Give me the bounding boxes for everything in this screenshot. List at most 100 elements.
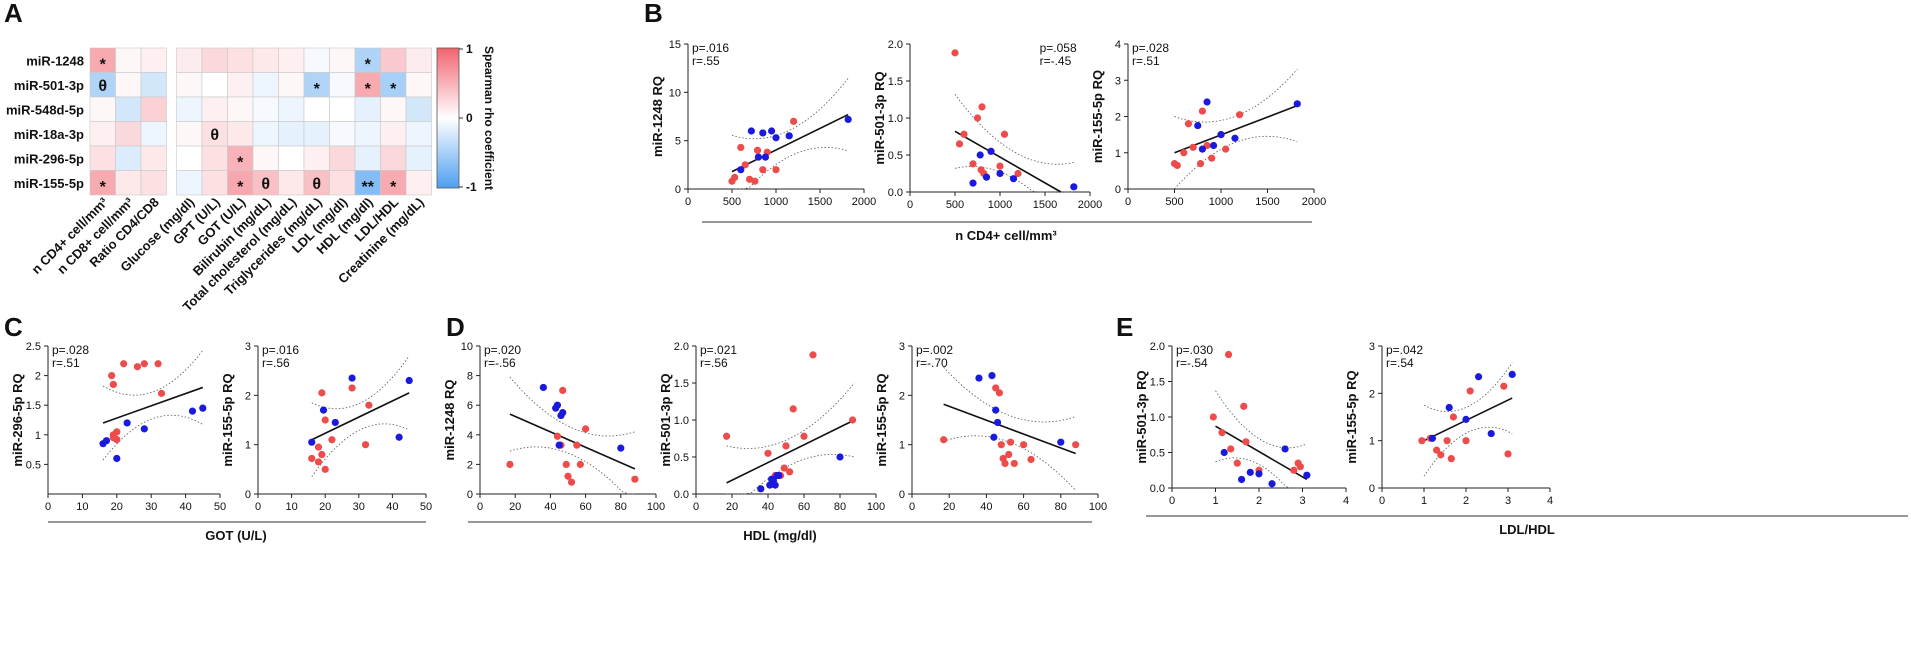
y-tick-label: 3 — [1369, 341, 1375, 353]
y-tick-label: 2 — [245, 390, 251, 402]
data-point-blue — [1203, 98, 1211, 106]
y-tick-label: 2.0 — [888, 39, 903, 51]
x-tick-label: 100 — [867, 501, 885, 513]
x-tick-label: 1000 — [988, 199, 1012, 211]
data-point-blue — [759, 129, 767, 137]
scatter-d2: 0 20 40 60 80 100 0.0 0.5 1.0 1.5 2.0 miR-501-3p RQ… — [658, 341, 885, 513]
heatmap-cell — [227, 121, 254, 147]
x-tick-label: 1 — [1212, 495, 1218, 507]
significance-mark: ** — [362, 179, 375, 196]
data-point-blue — [553, 401, 562, 409]
y-axis-label: miR-155-5p RQ — [874, 373, 889, 466]
data-point-red — [113, 428, 121, 436]
regression-line — [731, 113, 849, 173]
heatmap-cell — [115, 72, 142, 98]
heatmap-cell — [278, 72, 305, 98]
heatmap-cell — [329, 72, 356, 98]
data-point-blue — [1428, 434, 1436, 442]
y-tick-label: 0.0 — [1150, 483, 1165, 495]
data-point-red — [1006, 438, 1015, 446]
data-point-red — [741, 161, 749, 169]
data-point-blue — [1070, 183, 1078, 191]
y-tick-label: 3 — [899, 341, 905, 353]
data-point-red — [506, 460, 514, 468]
x-tick-label: 100 — [647, 501, 665, 513]
y-tick-label: 2.5 — [26, 341, 41, 353]
data-point-blue — [772, 134, 780, 142]
data-point-blue — [559, 409, 567, 417]
x-tick-label: 20 — [943, 501, 955, 513]
y-axis-label: miR-501-3p RQ — [872, 71, 887, 164]
data-point-red — [1180, 149, 1188, 157]
data-point-blue — [1198, 145, 1206, 153]
heatmap-cell — [303, 47, 330, 73]
data-point-red — [1224, 350, 1233, 359]
heatmap-cell — [176, 121, 203, 147]
data-point-blue — [996, 169, 1004, 178]
significance-mark: * — [237, 154, 244, 171]
y-tick-label: 4 — [1115, 39, 1121, 51]
confidence-band-upper — [509, 376, 636, 437]
r-value: r=-.70 — [916, 356, 948, 370]
x-tick-label: 10 — [285, 501, 297, 513]
y-tick-label: 1 — [1369, 436, 1375, 448]
data-point-red — [737, 143, 745, 152]
x-tick-label: 20 — [726, 501, 738, 513]
heatmap-cell — [115, 47, 142, 73]
x-tick-label: 3 — [1299, 495, 1305, 507]
data-point-red — [973, 114, 982, 122]
x-tick-label: 20 — [509, 501, 521, 513]
y-tick-label: 1.0 — [1150, 412, 1165, 424]
data-point-red — [113, 435, 121, 444]
data-point-blue — [1217, 131, 1225, 139]
data-point-blue — [1281, 445, 1289, 453]
data-point-red — [109, 380, 117, 389]
r-value: r=-.45 — [1040, 54, 1072, 68]
data-point-red — [120, 360, 128, 368]
confidence-band-upper — [954, 94, 1074, 165]
data-point-blue — [1231, 134, 1239, 142]
group-label-c: GOT (U/L) — [205, 528, 266, 543]
y-tick-label: 0.0 — [674, 489, 689, 501]
data-point-red — [108, 372, 116, 380]
heatmap-cell — [252, 96, 279, 122]
data-point-blue — [754, 153, 763, 161]
data-point-red — [553, 432, 562, 440]
y-tick-label: 2 — [35, 371, 41, 383]
x-tick-label: 4 — [1547, 495, 1553, 507]
data-point-red — [1020, 441, 1028, 449]
heatmap-cell — [89, 96, 116, 122]
y-tick-label: 15 — [669, 39, 681, 51]
p-value: p=.016 — [262, 343, 299, 357]
data-point-blue — [1487, 429, 1495, 438]
data-point-red — [576, 460, 584, 468]
data-point-blue — [771, 481, 779, 489]
y-tick-label: 1.5 — [888, 76, 903, 88]
heatmap-cell — [405, 170, 432, 196]
y-tick-label: 2 — [1369, 388, 1375, 400]
data-point-red — [562, 460, 570, 468]
data-point-red — [951, 49, 959, 57]
heatmap-cell — [176, 47, 203, 73]
data-point-red — [365, 401, 373, 409]
data-point-blue — [1293, 100, 1301, 108]
heatmap-row-label: miR-155-5p — [14, 176, 84, 191]
p-value: p=.028 — [1132, 41, 1169, 55]
data-point-red — [1449, 413, 1457, 421]
data-point-red — [361, 441, 370, 449]
data-point-red — [582, 425, 590, 433]
x-tick-label: 2 — [1256, 495, 1262, 507]
heatmap-cell — [252, 47, 279, 73]
data-point-red — [996, 162, 1004, 170]
data-point-red — [318, 389, 326, 397]
data-point-red — [809, 351, 817, 359]
heatmap-cell — [278, 145, 305, 171]
x-tick-label: 500 — [723, 196, 741, 208]
r-value: r=-.56 — [484, 356, 516, 370]
data-point-red — [1072, 441, 1080, 449]
data-point-red — [573, 441, 581, 449]
data-point-blue — [976, 151, 984, 159]
p-value: p=.016 — [692, 41, 729, 55]
data-point-red — [314, 443, 323, 451]
